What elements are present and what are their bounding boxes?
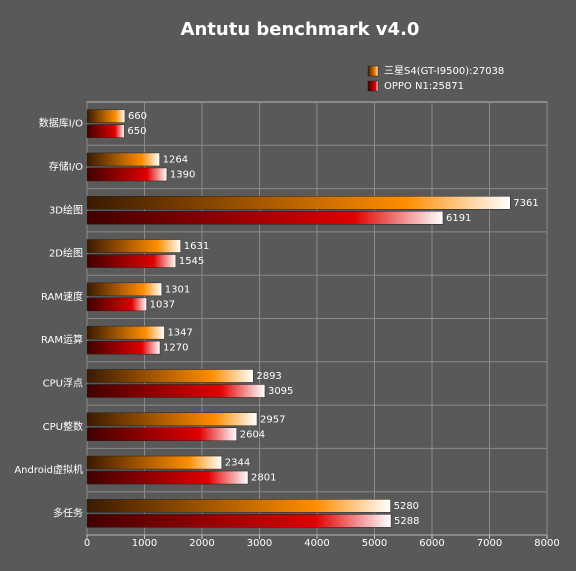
chart-title: Antutu benchmark v4.0 <box>181 19 420 40</box>
x-tick-label: 5000 <box>362 538 387 549</box>
x-tick-label: 4000 <box>304 538 329 549</box>
bar <box>86 427 237 441</box>
y-tick-label: RAM运算 <box>41 333 83 346</box>
bar <box>86 239 182 253</box>
x-tick-label: 1000 <box>132 538 157 549</box>
bar <box>86 196 511 210</box>
data-label: 660 <box>128 111 147 122</box>
x-tick-label: 7000 <box>477 538 502 549</box>
y-tick-label: CPU整数 <box>43 420 83 433</box>
bar <box>86 152 160 167</box>
y-tick-label: 3D绘图 <box>49 203 83 216</box>
data-label: 1037 <box>150 299 175 310</box>
legend-swatch <box>367 65 379 77</box>
data-label: 3095 <box>268 386 293 397</box>
bar <box>86 282 163 297</box>
data-label: 5280 <box>394 501 419 512</box>
data-label: 2344 <box>225 458 250 469</box>
bar <box>86 514 392 528</box>
legend-label: 三星S4(GT-I9500):27038 <box>384 65 504 77</box>
x-tick-label: 6000 <box>419 538 444 549</box>
y-tick-label: 2D绘图 <box>49 247 83 260</box>
x-tick-label: 8000 <box>534 538 559 549</box>
data-label: 1631 <box>184 241 209 252</box>
bar <box>86 325 165 340</box>
data-label: 2957 <box>260 414 285 425</box>
x-tick-label: 2000 <box>189 538 214 549</box>
bar <box>86 254 177 268</box>
y-tick-label: 存储I/O <box>49 160 83 173</box>
x-tick-label: 0 <box>84 538 90 549</box>
data-label: 7361 <box>513 198 538 209</box>
y-tick-label: 数据库I/O <box>39 117 83 130</box>
bar <box>86 124 125 138</box>
legend-label: OPPO N1:25871 <box>384 81 464 92</box>
x-tick-label: 3000 <box>247 538 272 549</box>
data-label: 1264 <box>163 154 188 165</box>
y-tick-label: RAM速度 <box>41 290 83 303</box>
bar <box>86 297 147 312</box>
data-label: 5288 <box>394 516 419 527</box>
bar <box>86 470 249 485</box>
data-label: 1545 <box>179 256 204 267</box>
legend-swatch <box>367 80 379 92</box>
bar <box>86 211 444 225</box>
bar <box>86 412 258 426</box>
data-label: 650 <box>127 126 146 137</box>
bar <box>86 167 168 182</box>
bar <box>86 455 223 470</box>
y-tick-label: 多任务 <box>53 506 83 519</box>
data-label: 1390 <box>170 169 195 180</box>
data-label: 2801 <box>251 473 276 484</box>
bar <box>86 499 391 513</box>
data-label: 2893 <box>256 371 281 382</box>
bar <box>86 369 254 383</box>
data-label: 1270 <box>163 343 188 354</box>
bar <box>86 384 266 398</box>
data-label: 1347 <box>167 328 192 339</box>
data-label: 1301 <box>165 284 190 295</box>
data-label: 6191 <box>446 213 471 224</box>
y-tick-label: Android虚拟机 <box>14 463 83 476</box>
y-tick-label: CPU浮点 <box>43 377 83 389</box>
bar <box>86 109 126 123</box>
data-label: 2604 <box>240 429 265 440</box>
bar <box>86 340 161 355</box>
